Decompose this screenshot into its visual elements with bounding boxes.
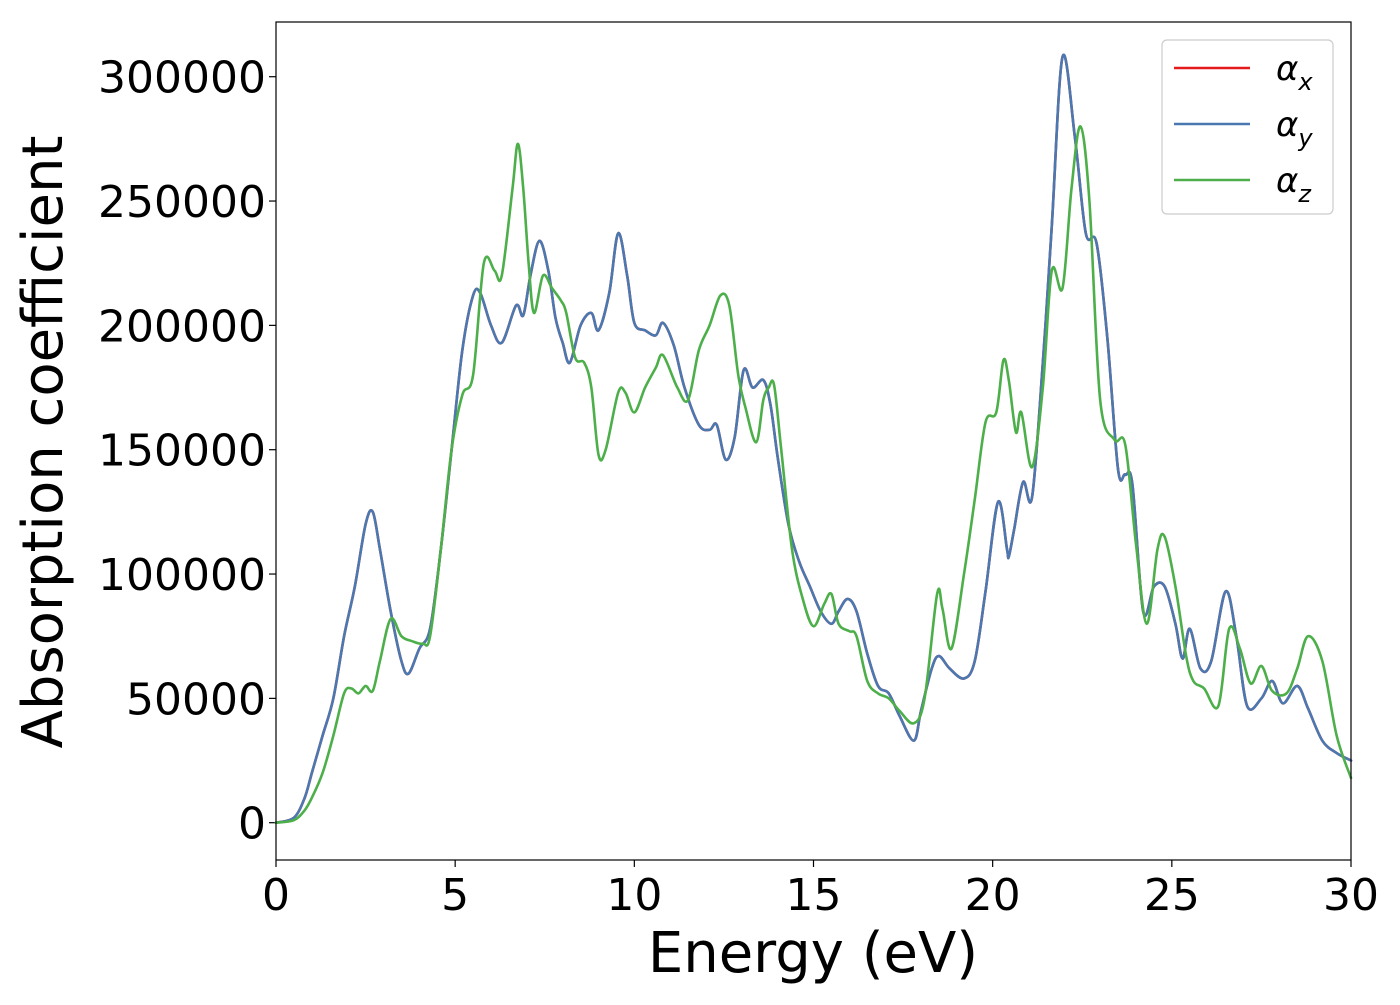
x-tick-label: 30 — [1323, 870, 1379, 921]
x-tick-label: 20 — [965, 870, 1021, 921]
x-tick-label: 15 — [786, 870, 842, 921]
y-tick-label: 0 — [238, 799, 266, 850]
x-tick-label: 0 — [262, 870, 290, 921]
x-tick-label: 10 — [606, 870, 662, 921]
series-line-z — [274, 125, 1353, 824]
y-axis-title: Absorption coefficient — [11, 136, 76, 749]
y-tick-label: 50000 — [126, 674, 266, 725]
y-tick-label: 100000 — [98, 550, 266, 601]
x-axis-title: Energy (eV) — [648, 921, 978, 986]
legend-box — [1161, 39, 1334, 215]
y-tick-label: 200000 — [98, 301, 266, 352]
y-tick-label: 250000 — [98, 177, 266, 228]
plot-frame — [275, 21, 1352, 861]
x-axis-ticks: 0 5 10 15 20 25 30 — [262, 860, 1379, 921]
series-lines — [274, 53, 1353, 824]
legend-label-z: αz — [1276, 161, 1312, 208]
x-tick-label: 25 — [1144, 870, 1200, 921]
legend-label-y: αy — [1276, 105, 1313, 152]
legend: αx αy αz — [1161, 39, 1334, 215]
y-axis-ticks: 0 50000 100000 150000 200000 250000 300000 — [98, 53, 276, 850]
y-tick-label: 150000 — [98, 426, 266, 477]
y-tick-label: 300000 — [98, 53, 266, 104]
legend-label-x: αx — [1276, 49, 1313, 96]
x-tick-label: 5 — [441, 870, 469, 921]
